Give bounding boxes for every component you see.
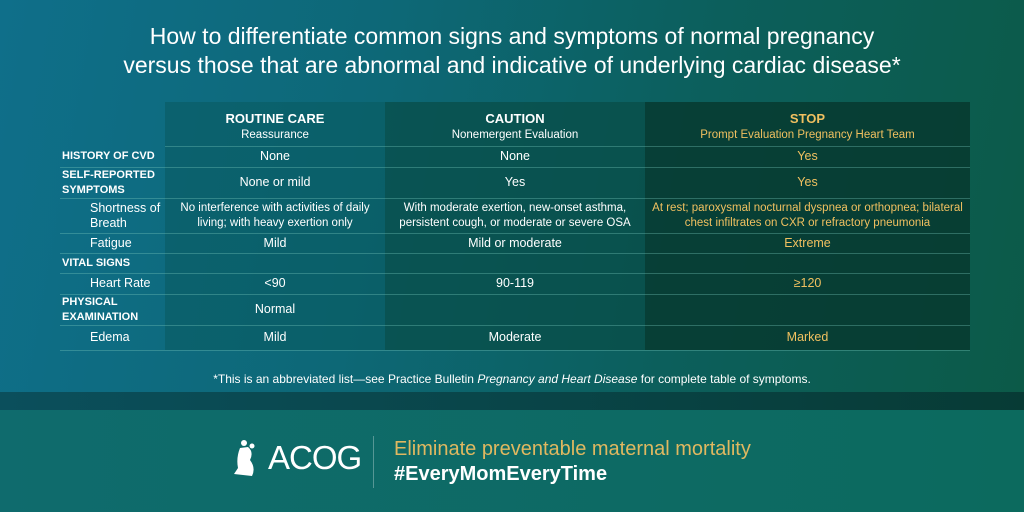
column-header-stop: STOP Prompt Evaluation Pregnancy Heart Te… — [645, 102, 970, 147]
cell-stop — [645, 294, 970, 326]
table-row: Fatigue Mild Mild or moderate Extreme — [60, 233, 970, 254]
row-label: VITAL SIGNS — [60, 253, 165, 274]
cell-caution: Moderate — [385, 325, 645, 351]
tagline: Eliminate preventable maternal mortality — [394, 438, 751, 460]
cell-routine: None — [165, 146, 385, 168]
cell-caution: Mild or moderate — [385, 233, 645, 254]
table-row: Edema Mild Moderate Marked — [60, 325, 970, 351]
row-label: Heart Rate — [60, 273, 165, 295]
cell-routine — [165, 253, 385, 274]
row-label: Shortness of Breath — [60, 198, 165, 234]
row-label: SELF-REPORTED SYMPTOMS — [60, 167, 165, 199]
row-label: Fatigue — [60, 233, 165, 254]
table-row: HISTORY OF CVD None None Yes — [60, 146, 970, 168]
cell-caution — [385, 294, 645, 326]
page-title: How to differentiate common signs and sy… — [123, 23, 901, 78]
cell-stop: Marked — [645, 325, 970, 351]
cell-stop: Yes — [645, 167, 970, 199]
hashtag: #EveryMomEveryTime — [394, 463, 608, 485]
corner-cell — [60, 102, 165, 146]
mother-child-icon — [234, 440, 255, 476]
cell-routine: No interference with activities of daily… — [165, 198, 385, 234]
row-label: PHYSICAL EXAMINATION — [60, 294, 165, 326]
row-label: Edema — [60, 325, 165, 351]
symptoms-table: ROUTINE CARE Reassurance CAUTION Nonemerge… — [60, 102, 970, 351]
footer — [0, 410, 1024, 512]
cell-caution: 90-119 — [385, 273, 645, 295]
cell-routine: Mild — [165, 325, 385, 351]
cell-routine: <90 — [165, 273, 385, 295]
cell-routine: Normal — [165, 294, 385, 326]
cell-routine: Mild — [165, 233, 385, 254]
row-label: HISTORY OF CVD — [60, 146, 165, 168]
cell-caution: None — [385, 146, 645, 168]
cell-caution — [385, 253, 645, 274]
cell-stop: At rest; paroxysmal nocturnal dyspnea or… — [645, 198, 970, 234]
cell-routine: None or mild — [165, 167, 385, 199]
column-header-routine: ROUTINE CARE Reassurance — [165, 102, 385, 147]
table-row: Shortness of Breath No interference with … — [60, 198, 970, 234]
column-header-caution: CAUTION Nonemergent Evaluation — [385, 102, 645, 147]
cell-stop — [645, 253, 970, 274]
cell-stop: Extreme — [645, 233, 970, 254]
footer-divider — [373, 436, 374, 488]
cell-stop: ≥120 — [645, 273, 970, 295]
table-row: PHYSICAL EXAMINATION Normal — [60, 294, 970, 326]
cell-stop: Yes — [645, 146, 970, 168]
table-row: VITAL SIGNS — [60, 253, 970, 274]
cell-caution: Yes — [385, 167, 645, 199]
acog-logo: ACOG — [232, 438, 362, 478]
table-row: SELF-REPORTED SYMPTOMS None or mild Yes Yes — [60, 167, 970, 199]
footnote: *This is an abbreviated list—see Practic… — [213, 372, 811, 386]
cell-caution: With moderate exertion, new-onset asthma… — [385, 198, 645, 234]
table-row: Heart Rate <90 90-119 ≥120 — [60, 273, 970, 295]
divider-band — [0, 392, 1024, 410]
